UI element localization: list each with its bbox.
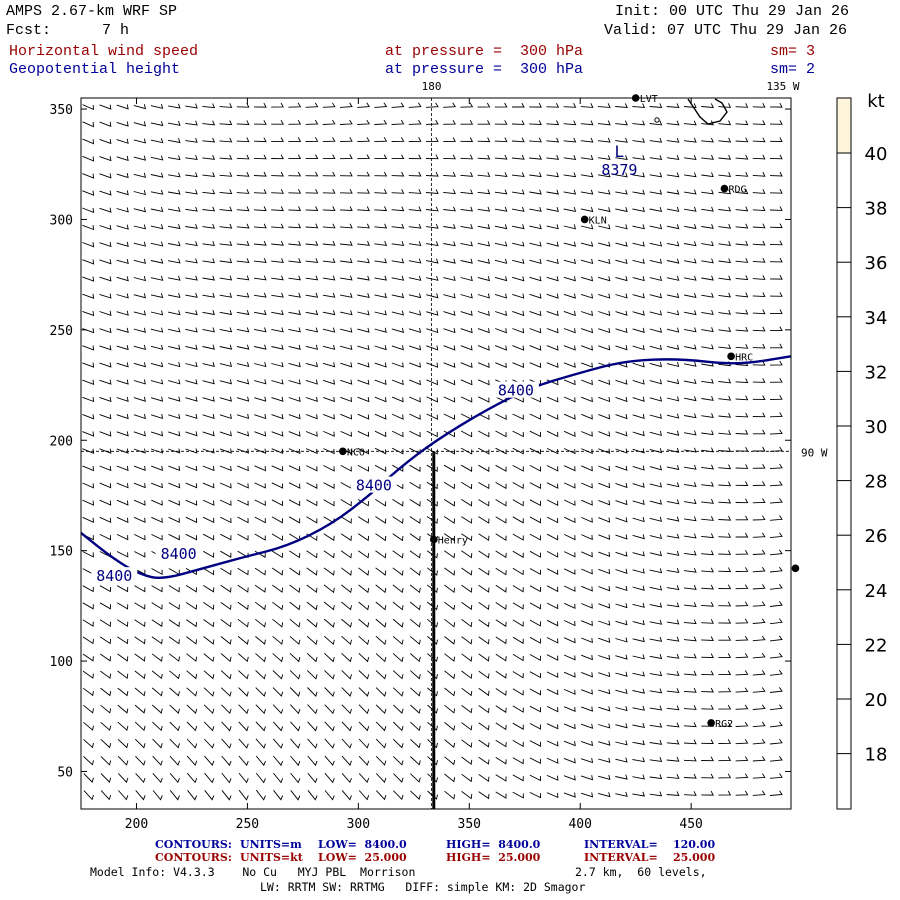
x-tick-label: 400 (568, 817, 591, 832)
colorbar-tick-label: 30 (865, 417, 888, 438)
station-label: RDG (728, 185, 746, 196)
station-label: KLN (589, 215, 607, 226)
contour1-low: LOW= 8400.0 (318, 838, 407, 851)
field1-level: at pressure = 300 hPa (385, 43, 584, 60)
station-dot (791, 564, 800, 573)
station-dot (580, 215, 589, 224)
y-tick-label: 150 (50, 545, 73, 560)
contour1-label: CONTOURS: (155, 838, 232, 851)
contour2-units: UNITS=kt (240, 851, 303, 864)
colorbar-fill (837, 98, 851, 153)
field1-name: Horizontal wind speed (9, 43, 199, 60)
meridian-90w-label: 90 W (801, 446, 828, 459)
low-symbol: L (615, 142, 625, 161)
station-dot (720, 184, 729, 193)
contour-label: 8400 (356, 477, 392, 495)
colorbar: kt 40 38 36 34 32 30 28 26 24 22 20 18 (836, 91, 888, 810)
x-tick-label: 300 (347, 817, 370, 832)
contour-label-bg (91, 567, 138, 584)
colorbar-frame (836, 97, 852, 810)
contour1-high: HIGH= 8400.0 (446, 838, 541, 851)
contour-label-bg (155, 545, 202, 562)
contour1-interval: INTERVAL= 120.00 (584, 838, 716, 851)
colorbar-tick-label: 36 (865, 253, 888, 274)
model-info: Model Info: V4.3.3 No Cu MYJ PBL Morriso… (90, 865, 416, 879)
y-tick-label: 250 (50, 324, 73, 339)
forecast-label: Fcst: (6, 22, 52, 39)
valid-time: Valid: 07 UTC Thu 29 Jan 26 (604, 22, 848, 39)
contour2-low: LOW= 25.000 (318, 851, 407, 864)
contour-label-bg (492, 381, 539, 398)
station-dot (707, 719, 715, 727)
contour-label: 8400 (161, 545, 197, 563)
contour1-units: UNITS=m (240, 838, 302, 851)
colorbar-tick-label: 18 (865, 745, 888, 766)
colorbar-tick-label: 40 (865, 144, 888, 165)
low-value: 8379 (601, 161, 637, 179)
wind-barbs (82, 102, 783, 801)
contour2-interval: INTERVAL= 25.000 (584, 851, 716, 864)
field2-smoothing: sm= 2 (770, 61, 816, 78)
contour2-label: CONTOURS: (155, 851, 232, 864)
reference-lines (81, 98, 791, 809)
height-contours: 8400 8400 8400 8400 (81, 355, 791, 585)
station-label: Henry (438, 536, 468, 547)
y-axis: 50 100 150 200 250 300 350 (50, 103, 791, 780)
colorbar-tick-label: 32 (865, 362, 888, 383)
station-label: LVT (640, 94, 658, 105)
island-marker (654, 117, 660, 123)
y-tick-label: 300 (50, 213, 73, 228)
y-tick-label: 50 (57, 765, 73, 780)
meridian-180-label: 180 (422, 80, 442, 93)
station-markers: LVT RDG KLN HRC NCO Henry RG2 (339, 94, 800, 730)
colorbar-tick-label: 38 (865, 199, 888, 220)
field2-level: at pressure = 300 hPa (385, 61, 584, 78)
contour-label: 8400 (96, 567, 132, 585)
meridian-135w-label: 135 W (766, 80, 799, 93)
y-tick-label: 350 (50, 103, 73, 118)
coastline (654, 98, 728, 125)
station-label: HRC (735, 352, 753, 363)
colorbar-tick-label: 24 (865, 581, 888, 602)
x-axis: 200 250 300 350 400 450 (125, 98, 703, 832)
init-time: Init: 00 UTC Thu 29 Jan 26 (615, 3, 850, 20)
map-labels: 180 135 W 90 W (422, 80, 828, 459)
plot-frame (80, 97, 792, 810)
field1-smoothing: sm= 3 (770, 43, 816, 60)
station-dot (339, 447, 347, 456)
contour-label-bg (350, 476, 397, 493)
station-label: NCO (347, 447, 365, 458)
contour-8400-line (81, 355, 791, 579)
colorbar-tick-label: 26 (865, 526, 888, 547)
colorbar-tick-label: 34 (865, 308, 888, 329)
station-dot (727, 352, 735, 361)
station-dot (429, 535, 438, 544)
x-tick-label: 450 (679, 817, 702, 832)
colorbar-tick-label: 28 (865, 472, 888, 493)
model-title: AMPS 2.67-km WRF SP (6, 3, 178, 20)
x-tick-label: 200 (125, 817, 148, 832)
x-tick-label: 350 (458, 817, 481, 832)
colorbar-unit: kt (867, 91, 884, 112)
x-tick-label: 250 (236, 817, 259, 832)
y-tick-label: 100 (50, 655, 73, 670)
grid-info: 2.7 km, 60 levels, (575, 865, 707, 879)
contour-label: 8400 (498, 382, 534, 400)
physics-info: LW: RRTM SW: RRTMG DIFF: simple KM: 2D S… (260, 880, 586, 894)
y-tick-label: 200 (50, 434, 73, 449)
forecast-hour: 7 h (102, 22, 130, 39)
colorbar-tick-label: 22 (865, 635, 888, 656)
field2-name: Geopotential height (9, 61, 181, 78)
colorbar-tick-label: 20 (865, 690, 888, 711)
wind-barb-field (82, 102, 783, 801)
station-label: RG2 (715, 719, 733, 730)
contour2-high: HIGH= 25.000 (446, 851, 541, 864)
